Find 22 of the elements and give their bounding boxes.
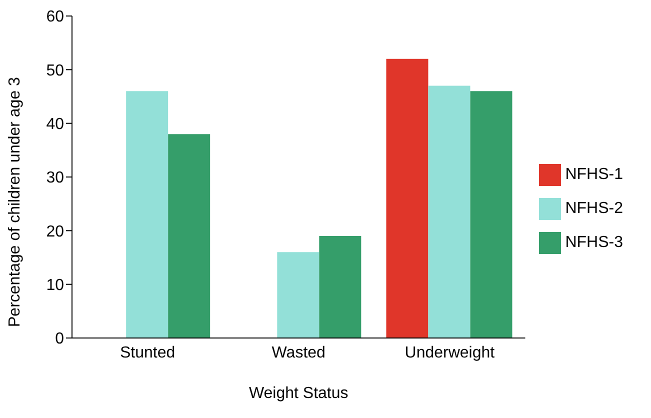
- bar: [470, 91, 512, 338]
- bar: [386, 58, 428, 338]
- y-tick-label: 50: [46, 62, 64, 80]
- bar: [319, 236, 362, 338]
- y-axis-title: Percentage of children under age 3: [6, 76, 24, 327]
- x-tick-label: Stunted: [120, 344, 176, 362]
- legend-label: NFHS-1: [565, 166, 623, 183]
- legend-label: NFHS-2: [565, 200, 623, 217]
- y-tick-label: 60: [46, 8, 64, 26]
- bar: [277, 252, 320, 338]
- y-tick-label: 20: [46, 223, 64, 240]
- bar: [126, 91, 168, 338]
- y-tick-label: 10: [46, 277, 64, 294]
- y-tick-label: 30: [46, 170, 64, 187]
- y-tick-label: 40: [46, 116, 64, 134]
- y-tick-label: 0: [55, 330, 64, 348]
- x-tick-label: Wasted: [272, 344, 326, 362]
- legend-label: NFHS-3: [565, 234, 623, 251]
- bar: [428, 86, 470, 338]
- bar: [168, 134, 210, 338]
- x-tick-label: Underweight: [404, 344, 496, 362]
- x-axis-title: Weight Status: [248, 385, 348, 402]
